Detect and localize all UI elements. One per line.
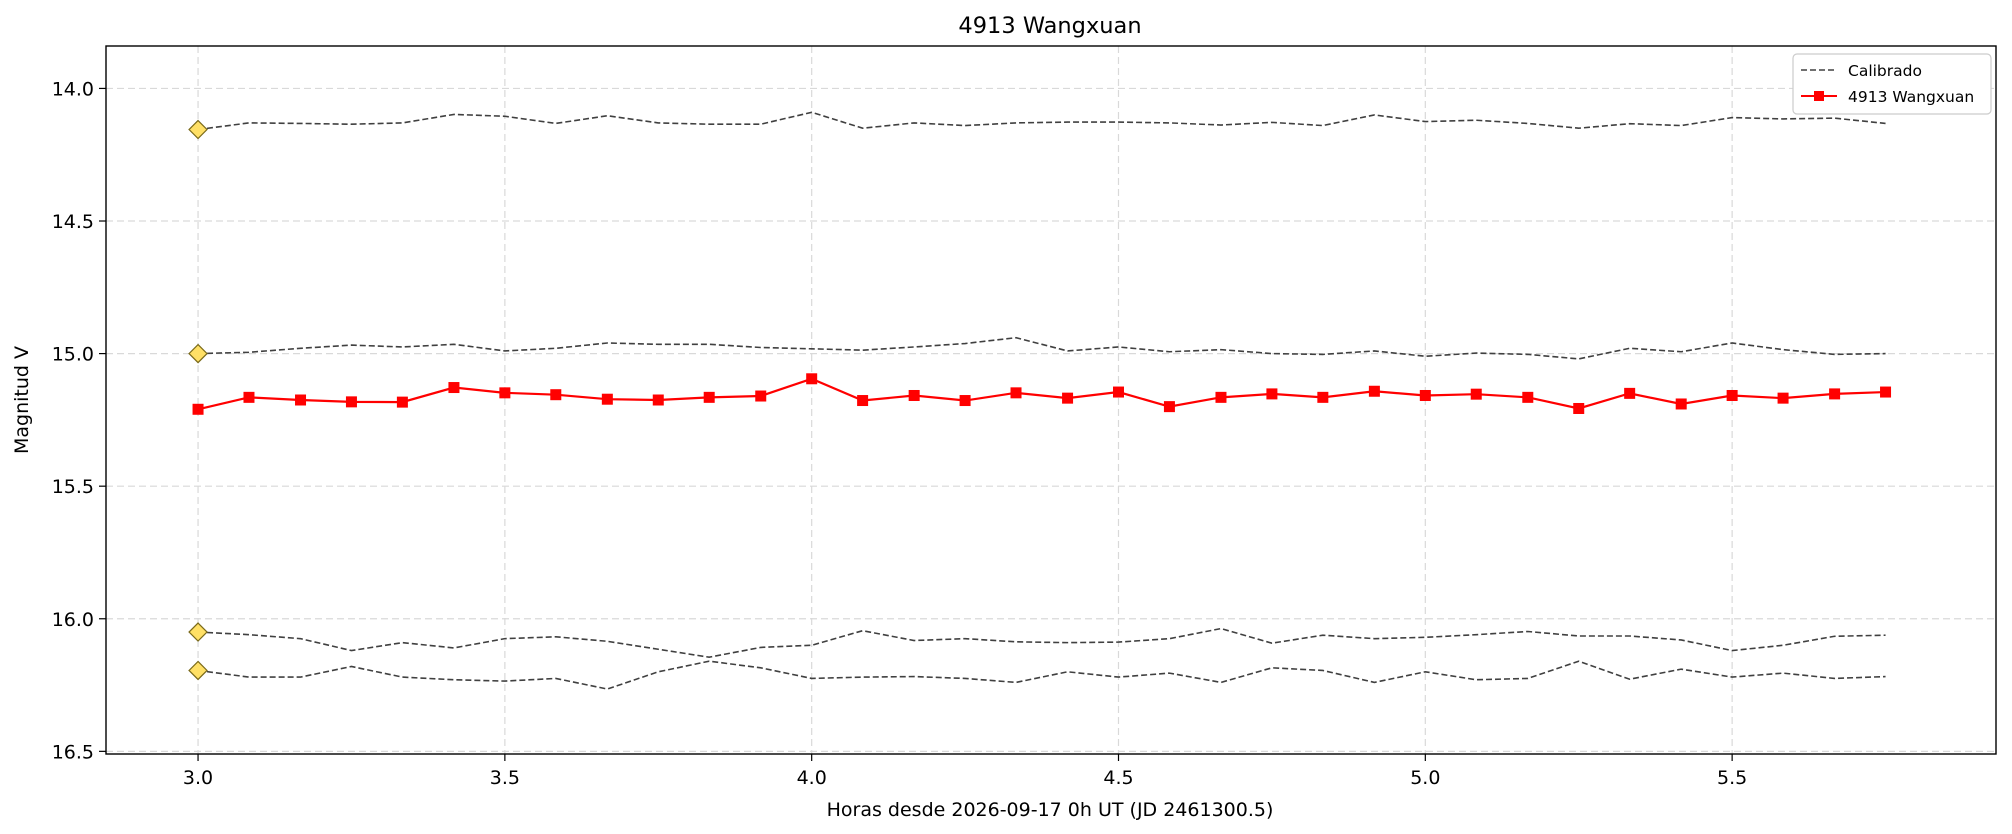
target-data-point (1573, 402, 1585, 414)
target-data-point (499, 387, 511, 399)
calibrated-series-line (198, 627, 1886, 659)
target-data-point (1880, 386, 1892, 398)
comparison-star-marker (188, 119, 208, 140)
target-data-point (857, 395, 869, 407)
x-axis-label: Horas desde 2026-09-17 0h UT (JD 2461300… (827, 799, 1274, 821)
target-data-point (1419, 389, 1431, 401)
x-axis: 3.0 3.5 4.0 4.5 5.0 5.5 (183, 754, 1747, 789)
target-data-point (345, 396, 357, 408)
target-data-point (192, 403, 204, 415)
target-data-point (703, 391, 715, 403)
target-data-point (1163, 401, 1175, 413)
target-data-point (1726, 389, 1738, 401)
x-tick-label: 5.0 (1410, 767, 1440, 789)
y-tick-label: 16.0 (52, 609, 94, 631)
target-data-point (908, 389, 920, 401)
calibrated-series-line (197, 660, 1886, 690)
comparison-markers (188, 119, 208, 681)
legend-box (1792, 53, 1992, 115)
x-tick-label: 4.5 (1103, 767, 1133, 789)
target-data-point (550, 389, 562, 401)
comparison-star-marker (188, 622, 208, 642)
target-data-point (243, 391, 255, 403)
target-data-point (1470, 388, 1482, 400)
target-data-point (1266, 388, 1278, 400)
target-data-point (448, 382, 460, 394)
y-tick-label: 15.5 (52, 476, 94, 498)
y-axis: 14.0 14.5 15.0 15.5 16.0 16.5 (52, 78, 106, 763)
legend-marker-target (1814, 91, 1824, 101)
legend-label-calibrado: Calibrado (1848, 62, 1922, 80)
plot-frame (105, 45, 1997, 755)
target-data-point (1215, 391, 1227, 403)
target-data-point (1829, 388, 1841, 400)
comparison-star-marker (188, 660, 208, 681)
target-data-point (601, 393, 613, 405)
y-tick-label: 16.5 (52, 741, 94, 763)
calibrated-series-line (197, 111, 1886, 131)
y-tick-label: 14.0 (52, 78, 94, 100)
target-data-point (755, 390, 767, 402)
target-data-point (1317, 391, 1329, 403)
x-tick-label: 5.5 (1717, 767, 1747, 789)
target-data-point (1062, 392, 1074, 404)
target-data-point (1675, 398, 1687, 410)
y-tick-label: 15.0 (52, 344, 94, 366)
target-data-point (295, 394, 307, 406)
y-tick-label: 14.5 (52, 211, 94, 233)
x-tick-label: 3.0 (183, 767, 213, 789)
comparison-star-marker (188, 343, 208, 364)
x-tick-label: 3.5 (490, 767, 520, 789)
target-data-point (1010, 387, 1022, 399)
chart-title: 4913 Wangxuan (958, 13, 1141, 39)
target-series-line (197, 377, 1886, 411)
y-axis-label: Magnitud V (11, 346, 33, 454)
series-layer (192, 111, 1892, 690)
target-data-point (1113, 386, 1124, 398)
target-data-point (806, 373, 818, 385)
legend: Calibrado 4913 Wangxuan (1792, 53, 1992, 115)
legend-label-target: 4913 Wangxuan (1848, 88, 1974, 106)
grid (106, 46, 1996, 754)
x-tick-label: 4.0 (797, 767, 827, 789)
calibrated-series-line (198, 336, 1886, 360)
target-data-point (1368, 385, 1380, 397)
target-data-point (396, 396, 408, 408)
target-data-point (1522, 391, 1534, 403)
target-data-point (959, 395, 971, 407)
target-data-point (1777, 392, 1789, 404)
target-data-point (652, 394, 664, 406)
target-data-point (1624, 387, 1636, 399)
